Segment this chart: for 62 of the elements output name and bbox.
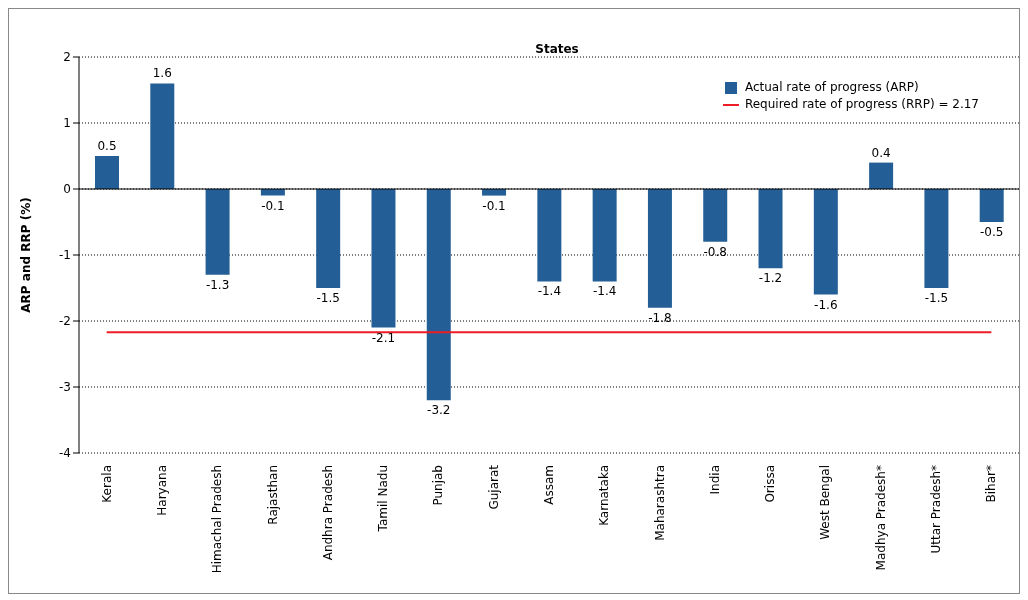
bar: [426, 189, 451, 401]
y-tick-label: 2: [63, 50, 71, 65]
x-tick-label: Gujarat: [486, 464, 501, 510]
data-label: -1.4: [537, 284, 562, 299]
bar: [813, 189, 838, 295]
y-tick-label: 1: [63, 116, 71, 131]
bar: [869, 162, 894, 189]
bar: [260, 189, 285, 196]
x-tick-label: Haryana: [154, 465, 169, 516]
y-tick-label: -4: [59, 446, 71, 461]
data-label: 0.4: [871, 145, 891, 160]
bar: [592, 189, 617, 282]
x-tick-label: West Bengal: [818, 465, 833, 540]
y-tick-label: 0: [63, 182, 71, 197]
data-label: -0.1: [482, 198, 506, 213]
bar: [924, 189, 949, 288]
data-label: -3.2: [427, 403, 451, 418]
x-tick-label: Kerala: [99, 465, 114, 503]
bar: [150, 83, 175, 189]
data-label: -1.5: [316, 291, 340, 305]
data-label: -1.3: [205, 277, 230, 292]
bar: [647, 189, 672, 308]
data-label: -0.1: [261, 198, 285, 213]
bar: [758, 189, 783, 269]
data-label: -2.1: [371, 330, 396, 345]
x-tick-label: Tamil Nadu: [376, 465, 391, 533]
x-tick-label: Maharashtra: [652, 465, 667, 541]
x-tick-label: Uttar Pradesh*: [929, 465, 944, 554]
bar: [703, 189, 728, 242]
data-label: -1.4: [592, 284, 617, 299]
legend-label: Actual rate of progress (ARP): [744, 79, 919, 96]
x-tick-label: Andhra Pradesh: [320, 465, 335, 561]
data-label: 0.5: [97, 139, 117, 153]
x-tick-label: Rajasthan: [265, 465, 280, 525]
data-label: -0.5: [979, 225, 1004, 239]
data-label: -1.8: [648, 310, 672, 325]
x-tick-label: Assam: [542, 465, 556, 505]
x-tick-label: Madhya Pradesh*: [873, 465, 888, 571]
y-tick-label: -3: [59, 380, 71, 395]
y-tick-label: -2: [59, 314, 71, 329]
data-label: -1.2: [758, 271, 783, 286]
x-tick-label: Himachal Pradesh: [210, 465, 225, 574]
bar: [371, 189, 396, 328]
bar: [979, 189, 1004, 222]
bar: [482, 189, 507, 196]
x-tick-label: Bihar*: [984, 465, 999, 503]
y-axis-title: ARP and RRP (%): [19, 197, 34, 313]
bar: [205, 189, 230, 275]
data-label: -1.5: [924, 291, 949, 305]
bar: [316, 189, 341, 288]
bar: [95, 156, 119, 189]
bar: [537, 189, 562, 282]
data-label: 1.6: [152, 66, 172, 81]
x-tick-label: Karnataka: [597, 465, 612, 526]
data-label: -0.8: [703, 244, 727, 259]
y-tick-label: -1: [59, 248, 71, 263]
chart-title: States: [535, 42, 579, 56]
legend-label: Required rate of progress (RRP) = 2.17: [744, 96, 979, 113]
data-label: -1.6: [814, 297, 838, 312]
x-tick-label: Punjab: [431, 465, 446, 506]
x-tick-label: India: [707, 465, 722, 495]
x-tick-label: Orissa: [763, 465, 778, 503]
